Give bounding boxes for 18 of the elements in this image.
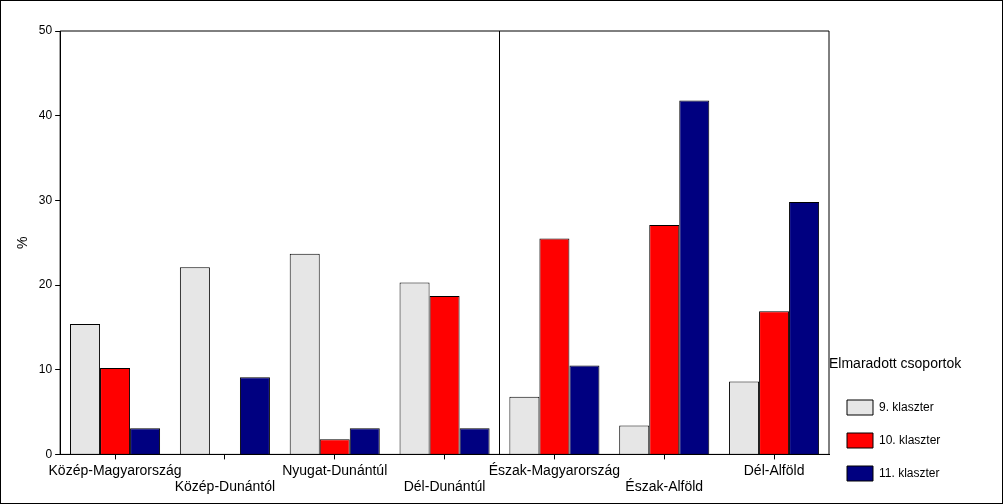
legend-title: Elmaradott csoportok bbox=[829, 355, 963, 372]
y-axis-title: % bbox=[14, 236, 31, 249]
x-tick-label: Észak-Alföld bbox=[625, 478, 704, 495]
y-tick-label: 30 bbox=[38, 192, 53, 207]
x-tick-label: Nyugat-Dunántúl bbox=[282, 461, 388, 478]
y-tick-label: 0 bbox=[45, 446, 53, 461]
y-tick-label: 10 bbox=[38, 362, 53, 377]
x-tick-label: Dél-Dunántúl bbox=[403, 478, 486, 495]
x-tick-label: Közép-Dunántól bbox=[174, 478, 276, 495]
legend-label: 10. klaszter bbox=[879, 432, 941, 447]
x-tick-label: Közép-Magyarország bbox=[48, 461, 182, 478]
y-tick-label: 40 bbox=[38, 107, 53, 122]
y-tick-label: 50 bbox=[38, 23, 53, 38]
legend-label: 11. klaszter bbox=[879, 465, 940, 480]
legend-label: 9. klaszter bbox=[879, 399, 934, 414]
x-tick-label: Dél-Alföld bbox=[743, 461, 805, 478]
x-tick-label: Észak-Magyarország bbox=[488, 461, 621, 478]
y-tick-label: 20 bbox=[38, 277, 53, 292]
